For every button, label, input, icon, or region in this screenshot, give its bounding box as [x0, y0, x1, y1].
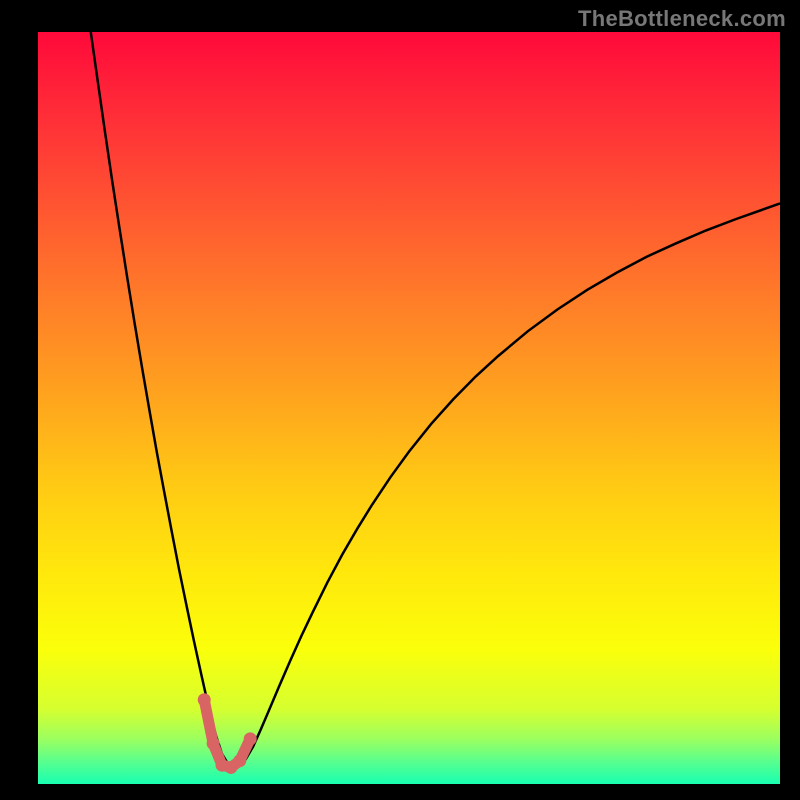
watermark-text: TheBottleneck.com: [578, 6, 786, 32]
highlight-dot: [198, 693, 211, 706]
highlight-dot: [233, 754, 246, 767]
highlight-dot: [207, 737, 220, 750]
bottleneck-chart: [0, 0, 800, 800]
highlight-dot: [244, 732, 257, 745]
figure-root: TheBottleneck.com: [0, 0, 800, 800]
